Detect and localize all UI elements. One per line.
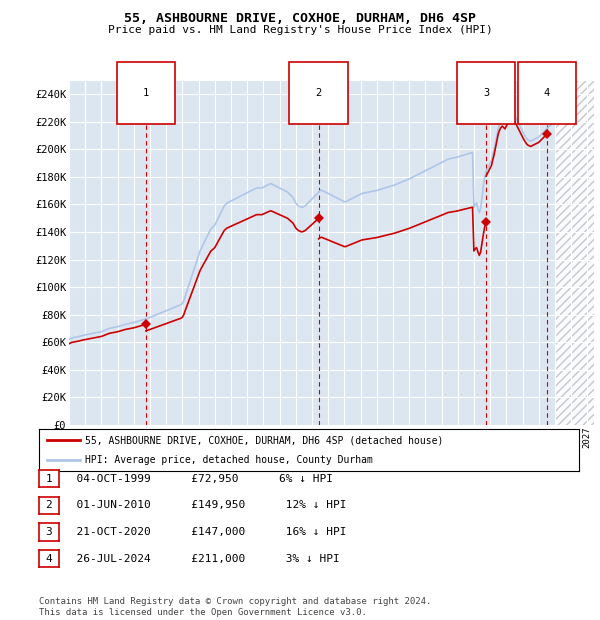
Text: Price paid vs. HM Land Registry's House Price Index (HPI): Price paid vs. HM Land Registry's House … <box>107 25 493 35</box>
Text: 1: 1 <box>143 87 149 97</box>
Text: This data is licensed under the Open Government Licence v3.0.: This data is licensed under the Open Gov… <box>39 608 367 617</box>
Text: 01-JUN-2010      £149,950      12% ↓ HPI: 01-JUN-2010 £149,950 12% ↓ HPI <box>63 500 347 510</box>
Text: 2: 2 <box>316 87 322 97</box>
Bar <box>555 81 594 425</box>
Text: 4: 4 <box>544 87 550 97</box>
Text: 3: 3 <box>483 87 489 97</box>
Text: 04-OCT-1999      £72,950      6% ↓ HPI: 04-OCT-1999 £72,950 6% ↓ HPI <box>63 474 333 484</box>
Text: 3: 3 <box>46 527 52 537</box>
Text: Contains HM Land Registry data © Crown copyright and database right 2024.: Contains HM Land Registry data © Crown c… <box>39 597 431 606</box>
Text: 4: 4 <box>46 554 52 564</box>
Text: 2: 2 <box>46 500 52 510</box>
Text: 21-OCT-2020      £147,000      16% ↓ HPI: 21-OCT-2020 £147,000 16% ↓ HPI <box>63 527 347 537</box>
Text: HPI: Average price, detached house, County Durham: HPI: Average price, detached house, Coun… <box>85 455 373 465</box>
Text: 55, ASHBOURNE DRIVE, COXHOE, DURHAM, DH6 4SP (detached house): 55, ASHBOURNE DRIVE, COXHOE, DURHAM, DH6… <box>85 435 443 445</box>
Text: 55, ASHBOURNE DRIVE, COXHOE, DURHAM, DH6 4SP: 55, ASHBOURNE DRIVE, COXHOE, DURHAM, DH6… <box>124 12 476 25</box>
Text: 26-JUL-2024      £211,000      3% ↓ HPI: 26-JUL-2024 £211,000 3% ↓ HPI <box>63 554 340 564</box>
Text: 1: 1 <box>46 474 52 484</box>
